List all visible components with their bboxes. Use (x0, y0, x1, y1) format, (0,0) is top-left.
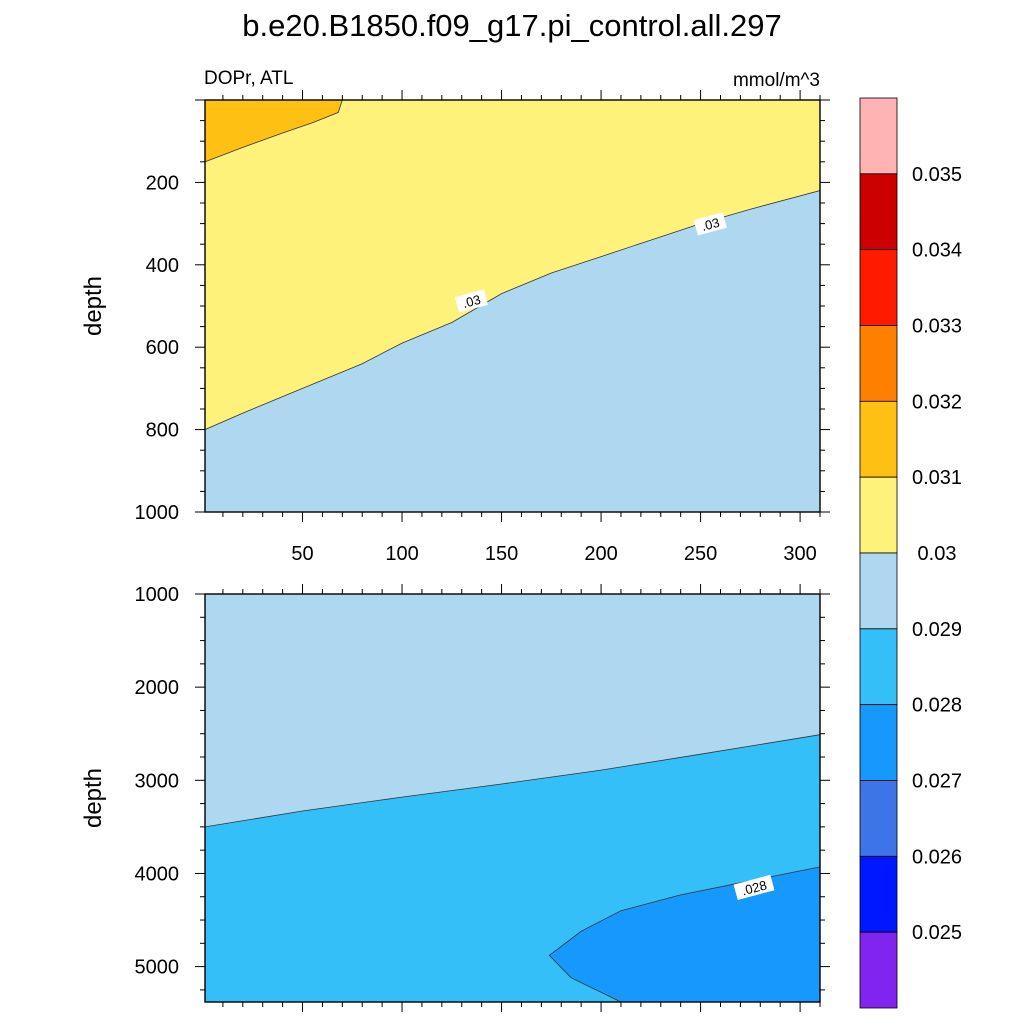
upper-fill-2 (205, 100, 343, 163)
colorbar-label: 0.03 (918, 543, 957, 565)
upper-y-tick-label: 400 (146, 255, 179, 277)
upper-y-tick-label: 600 (146, 337, 179, 359)
upper-fill-1 (205, 190, 820, 512)
lower-y-tick-label: 4000 (135, 863, 180, 885)
svg-text:.03: .03 (700, 215, 721, 234)
upper-contour-label: .03 (454, 289, 488, 313)
chart-title: b.e20.B1850.f09_g17.pi_control.all.297 (242, 8, 782, 43)
upper-contour-label: .03 (693, 212, 727, 236)
lower-y-tick-label: 1000 (135, 584, 180, 606)
lower-plot-frame (204, 593, 821, 1003)
upper-x-tick-label: 250 (684, 543, 717, 565)
colorbar-box (859, 476, 898, 554)
colorbar-box (859, 173, 898, 251)
lower-y-tick-label: 5000 (135, 957, 180, 979)
lower-depth-panel: 1000 2000 3000 4000 5000 depth .028 (80, 584, 830, 1012)
lower-y-tick-label: 2000 (135, 677, 180, 699)
units-label: mmol/m^3 (733, 70, 820, 91)
colorbar-box (859, 400, 898, 478)
colorbar-label: 0.025 (912, 922, 962, 944)
variable-region-label: DOPr, ATL (204, 68, 293, 89)
upper-x-tick-label: 50 (291, 543, 313, 565)
colorbar-label: 0.029 (912, 619, 962, 641)
colorbar-box (859, 855, 898, 933)
colorbar: 0.035 0.034 0.033 0.032 0.031 0.03 0.029 0.028 0… (859, 97, 962, 1009)
colorbar-label: 0.034 (912, 240, 962, 262)
svg-text:.03: .03 (461, 292, 482, 311)
lower-y-axis-label: depth (80, 768, 107, 828)
colorbar-box (859, 704, 898, 781)
upper-depth-panel: 50 100 150 200 250 300 200 400 600 800 1000 depth .0… (80, 90, 830, 565)
colorbar-box (859, 780, 898, 857)
upper-x-tick-label: 150 (485, 543, 518, 565)
svg-text:.028: .028 (740, 877, 768, 898)
colorbar-label: 0.035 (912, 164, 962, 186)
upper-y-tick-label: 1000 (135, 502, 180, 524)
colorbar-label: 0.031 (912, 467, 962, 489)
colorbar-label: 0.032 (912, 391, 962, 413)
colorbar-label: 0.027 (912, 771, 962, 793)
upper-y-axis-label: depth (80, 276, 107, 336)
colorbar-box (859, 249, 898, 326)
upper-x-tick-label: 300 (783, 543, 816, 565)
colorbar-label: 0.033 (912, 316, 962, 338)
lower-contour-label: .028 (733, 874, 775, 901)
lower-fill-2 (548, 866, 820, 1002)
colorbar-box (859, 931, 898, 1009)
colorbar-box (859, 325, 898, 402)
upper-y-tick-label: 200 (146, 172, 179, 194)
colorbar-box (859, 552, 898, 630)
upper-x-tick-label: 100 (385, 543, 418, 565)
lower-y-tick-label: 3000 (135, 770, 180, 792)
colorbar-label: 0.028 (912, 695, 962, 717)
upper-x-tick-label: 200 (584, 543, 617, 565)
colorbar-box (859, 628, 898, 706)
colorbar-label: 0.026 (912, 846, 962, 868)
colorbar-box (859, 97, 898, 175)
upper-y-tick-label: 800 (146, 420, 179, 442)
